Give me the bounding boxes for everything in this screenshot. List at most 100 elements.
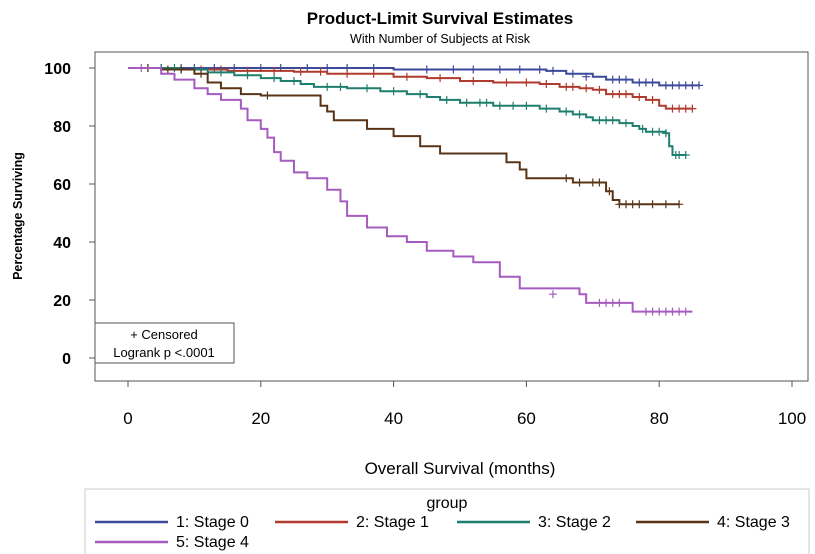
censor-mark bbox=[462, 98, 471, 107]
legend-items: 1: Stage 0 2: Stage 1 3: Stage 2 4: Stage 3… bbox=[95, 514, 790, 551]
censor-mark bbox=[243, 71, 252, 80]
censor-mark bbox=[648, 78, 657, 87]
censor-mark bbox=[416, 90, 425, 99]
censor-mark bbox=[449, 65, 458, 74]
censor-mark bbox=[608, 116, 617, 125]
censor-mark bbox=[615, 298, 624, 307]
censor-mark bbox=[648, 95, 657, 104]
censor-mark bbox=[622, 119, 630, 128]
censor-mark bbox=[622, 90, 630, 99]
series-line-5 bbox=[128, 67, 693, 313]
x-tick-label: 20 bbox=[251, 409, 270, 428]
y-tick-label: 40 bbox=[53, 235, 71, 252]
x-tick-label: 100 bbox=[778, 409, 806, 428]
chart-subtitle: With Number of Subjects at Risk bbox=[350, 32, 531, 46]
censor-mark bbox=[296, 67, 305, 76]
y-tick-label: 60 bbox=[53, 177, 71, 194]
censor-mark bbox=[622, 75, 630, 84]
censor-mark bbox=[442, 95, 451, 104]
x-tick-label: 60 bbox=[517, 409, 536, 428]
chart-title: Product-Limit Survival Estimates bbox=[307, 9, 573, 28]
censor-mark bbox=[469, 65, 478, 74]
censor-mark bbox=[522, 78, 531, 87]
censor-mark bbox=[263, 91, 272, 100]
censor-mark bbox=[542, 104, 551, 113]
censor-mark bbox=[495, 65, 504, 74]
censor-mark bbox=[548, 66, 557, 75]
x-tick-label: 40 bbox=[384, 409, 403, 428]
censor-mark bbox=[595, 178, 604, 187]
legend-label: 5: Stage 4 bbox=[176, 534, 249, 551]
legend-label: 3: Stage 2 bbox=[538, 514, 611, 531]
censor-mark bbox=[562, 107, 571, 116]
censor-mark bbox=[170, 64, 179, 72]
y-tick-label: 20 bbox=[53, 293, 71, 310]
censor-mark bbox=[343, 69, 352, 78]
censor-mark bbox=[270, 74, 279, 83]
legend-label: 2: Stage 1 bbox=[356, 514, 429, 531]
censor-mark bbox=[568, 82, 577, 91]
x-tick-label: 0 bbox=[123, 409, 132, 428]
y-tick-label: 80 bbox=[53, 119, 71, 136]
censor-mark bbox=[389, 87, 398, 96]
censor-mark bbox=[336, 82, 345, 91]
censor-mark bbox=[635, 93, 644, 101]
censor-mark bbox=[635, 200, 644, 209]
series-layer bbox=[128, 64, 704, 316]
censor-mark bbox=[163, 65, 172, 74]
censor-mark bbox=[575, 178, 584, 187]
logrank-note: Logrank p <.0001 bbox=[113, 345, 215, 360]
censor-mark bbox=[562, 174, 571, 183]
censor-mark bbox=[509, 101, 518, 110]
censor-mark bbox=[216, 68, 225, 77]
censor-mark bbox=[515, 65, 524, 74]
censor-mark bbox=[675, 200, 684, 209]
y-tick-label: 0 bbox=[62, 351, 71, 368]
legend-label: 4: Stage 3 bbox=[717, 514, 790, 531]
y-axis-label: Percentage Surviving bbox=[11, 152, 25, 280]
censor-mark bbox=[688, 104, 697, 113]
censor-mark bbox=[548, 290, 557, 299]
censor-mark bbox=[369, 69, 378, 78]
censor-mark bbox=[270, 66, 279, 75]
censor-mark bbox=[542, 79, 551, 88]
censor-mark bbox=[582, 84, 591, 93]
censor-mark bbox=[582, 72, 591, 81]
censor-mark bbox=[495, 101, 504, 110]
legend-title: group bbox=[427, 495, 468, 512]
censor-mark bbox=[655, 127, 664, 136]
censor-mark bbox=[575, 110, 584, 119]
y-axis-ticks: 0 20 40 60 80 100 bbox=[44, 61, 95, 368]
series-line-2 bbox=[128, 67, 693, 110]
censor-mark bbox=[422, 65, 431, 74]
censor-mark bbox=[681, 307, 690, 316]
censor-mark bbox=[210, 64, 219, 72]
censor-mark bbox=[482, 98, 491, 107]
censor-mark bbox=[638, 124, 647, 133]
censor-mark bbox=[323, 82, 332, 91]
censor-mark bbox=[363, 84, 372, 93]
censor-mark bbox=[648, 200, 657, 209]
x-axis-ticks: 0 20 40 60 80 100 bbox=[123, 381, 806, 428]
censor-mark bbox=[595, 85, 604, 94]
censor-mark bbox=[661, 200, 670, 209]
censor-mark bbox=[137, 64, 146, 72]
x-tick-label: 80 bbox=[650, 409, 669, 428]
censor-mark bbox=[316, 67, 325, 76]
censor-mark bbox=[695, 81, 704, 90]
censor-mark bbox=[177, 65, 186, 74]
censor-mark bbox=[290, 77, 298, 86]
censor-mark bbox=[323, 64, 332, 72]
censor-mark bbox=[522, 101, 531, 110]
censor-mark bbox=[502, 78, 511, 87]
censor-mark bbox=[197, 69, 206, 78]
censor-mark bbox=[681, 151, 690, 159]
censor-mark bbox=[469, 77, 478, 86]
censor-mark bbox=[661, 129, 670, 138]
censor-mark bbox=[605, 187, 614, 196]
censor-mark bbox=[402, 72, 411, 81]
legend: group 1: Stage 0 2: Stage 1 3: Stage 2 4: S… bbox=[84, 488, 810, 554]
censor-mark bbox=[568, 69, 577, 78]
censor-mark bbox=[535, 65, 544, 74]
